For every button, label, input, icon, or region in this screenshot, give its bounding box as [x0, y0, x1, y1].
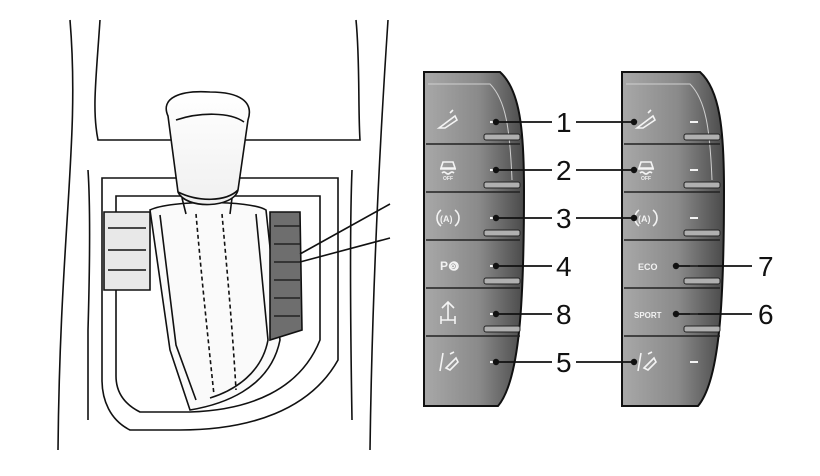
- callout-number: 8: [556, 299, 572, 330]
- terrain-mode-icon: [440, 300, 456, 324]
- callout-6: 6: [672, 299, 774, 330]
- button-ridge: [683, 229, 721, 237]
- panel-button-2[interactable]: OFF: [624, 161, 721, 193]
- auto-stop-start-icon: [436, 209, 460, 227]
- callout-number: 5: [556, 347, 572, 378]
- button-panel-left: [423, 71, 526, 407]
- hill-descent-icon: [634, 109, 657, 129]
- callout-dot: [630, 214, 638, 222]
- button-ridge: [483, 325, 521, 333]
- button-label: SPORT: [634, 311, 662, 320]
- right-panel-buttons: OFF (A) ECO SPORT: [624, 109, 721, 372]
- park-assist-icon: [449, 261, 459, 271]
- callout-number: 1: [556, 107, 572, 138]
- callout-1: 1: [492, 107, 638, 138]
- panel-button-2[interactable]: OFF: [426, 161, 521, 193]
- panel-button-6[interactable]: [637, 351, 698, 372]
- callouts: 1 2 3 4 8 5 7 6: [492, 107, 774, 378]
- panel-button-1[interactable]: [624, 109, 721, 145]
- button-ridge: [483, 277, 521, 285]
- button-label: (A): [440, 214, 453, 224]
- callout-3: 3: [492, 203, 638, 234]
- callout-number: 7: [758, 251, 774, 282]
- traction-off-icon: [637, 161, 655, 175]
- button-label: P⊚: [440, 259, 458, 273]
- left-panel-buttons: OFF (A) P⊚: [426, 109, 521, 372]
- callout-dot: [630, 166, 638, 174]
- callout-number: 6: [758, 299, 774, 330]
- callout-8: 8: [492, 299, 572, 330]
- lane-assist-icon: [439, 351, 459, 372]
- center-console-drawing: [57, 19, 391, 451]
- traction-off-icon: [439, 161, 457, 175]
- button-ridge: [683, 277, 721, 285]
- panel-button-4[interactable]: P⊚: [426, 259, 521, 289]
- button-ridge: [683, 133, 721, 141]
- callout-dot: [630, 118, 638, 126]
- button-panel-right: [621, 71, 726, 407]
- button-label: (A): [638, 214, 651, 224]
- button-sublabel: OFF: [443, 176, 453, 182]
- callout-number: 2: [556, 155, 572, 186]
- callout-4: 4: [492, 251, 572, 282]
- callout-5: 5: [492, 347, 638, 378]
- panel-button-5[interactable]: SPORT: [624, 311, 721, 337]
- button-ridge: [683, 325, 721, 333]
- callout-dot: [630, 358, 638, 366]
- button-ridge: [683, 181, 721, 189]
- button-ridge: [483, 229, 521, 237]
- button-ridge: [483, 133, 521, 141]
- button-label: ECO: [638, 262, 658, 272]
- button-ridge: [483, 181, 521, 189]
- hill-descent-icon: [436, 109, 459, 129]
- button-sublabel: OFF: [641, 176, 651, 182]
- callout-number: 3: [556, 203, 572, 234]
- lane-assist-icon: [637, 351, 657, 372]
- callout-number: 4: [556, 251, 572, 282]
- callout-7: 7: [672, 251, 774, 282]
- callout-2: 2: [492, 155, 638, 186]
